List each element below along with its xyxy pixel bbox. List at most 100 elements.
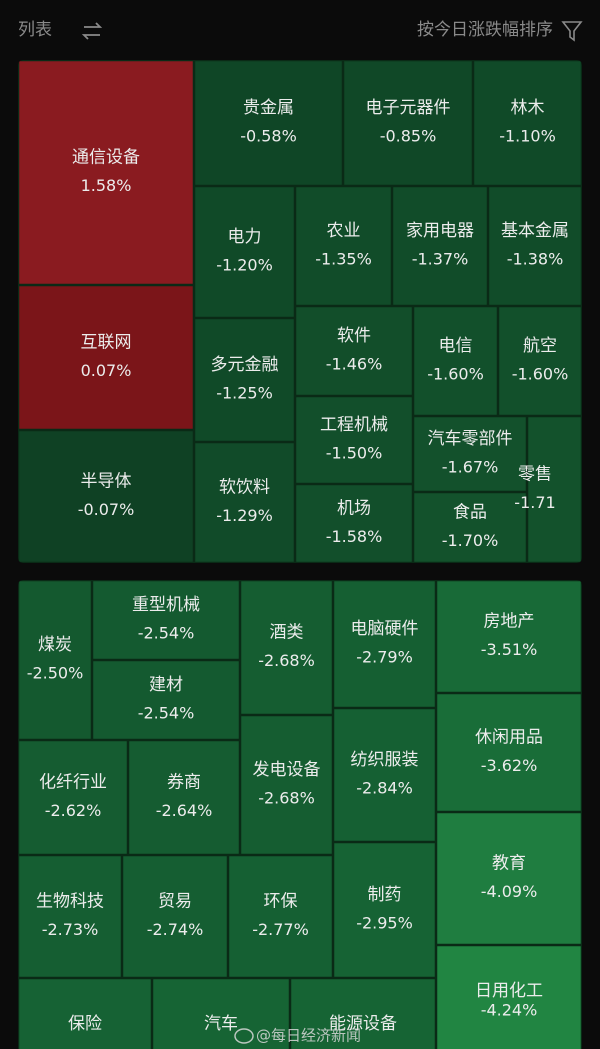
tile-change: 1.58% (81, 176, 132, 195)
tile (332, 580, 437, 709)
tile-name: 机场 (337, 499, 371, 519)
tile-name: 重型机械 (132, 595, 200, 615)
tile-change: -2.84% (356, 779, 413, 798)
tile-change: -1.20% (216, 256, 273, 275)
tile (18, 429, 195, 563)
tile-change: -1.70% (442, 531, 499, 550)
tile-name: 电子元器件 (366, 98, 451, 118)
tile-name: 软饮料 (219, 478, 270, 498)
tile-change: -1.37% (412, 250, 469, 269)
tile-name: 建材 (149, 675, 183, 695)
tile-change: -2.68% (258, 789, 315, 808)
tile (193, 317, 296, 443)
tile-name: 农业 (327, 221, 361, 241)
tile-name: 煤炭 (38, 635, 72, 655)
tile (332, 707, 437, 843)
tile (18, 60, 195, 286)
tile-name: 电力 (228, 227, 262, 247)
tile-name: 电信 (439, 336, 473, 356)
tile-name: 制药 (368, 885, 402, 905)
tile-change: -0.58% (240, 127, 297, 146)
tile (18, 580, 93, 741)
tile-name: 休闲用品 (475, 728, 543, 748)
tile-change: -0.07% (78, 500, 135, 519)
tile (435, 944, 582, 1049)
tile (193, 441, 296, 563)
bottom-panel: 煤炭 -2.50% 重型机械 -2.54% 建材 -2.54% 酒类 -2.68% 发电设备 -2… (18, 580, 582, 1049)
tile-change: -1.10% (499, 127, 556, 146)
tile-change: -3.62% (481, 756, 538, 775)
tile (497, 305, 582, 417)
tile-name: 日用化工 (475, 981, 543, 1001)
tile-change: -3.51% (481, 640, 538, 659)
tile-name: 酒类 (270, 623, 304, 643)
tile-change: -2.54% (138, 704, 195, 723)
tile-change: -2.74% (147, 920, 204, 939)
tile-name: 券商 (167, 773, 201, 793)
swap-icon[interactable] (81, 22, 103, 40)
tile-change: -0.85% (380, 127, 437, 146)
tile-change: -2.62% (45, 801, 102, 820)
tile-name: 航空 (523, 336, 557, 356)
tile-change: -1.46% (326, 355, 383, 374)
tile-change: -1.60% (427, 365, 484, 384)
tile-change: -1.71 (514, 493, 555, 512)
tile (91, 659, 241, 741)
tile (294, 395, 414, 485)
tile-change: -1.50% (326, 444, 383, 463)
watermark: @每日经济新闻 (234, 1027, 361, 1045)
tile-change: -2.95% (356, 914, 413, 933)
tile-name: 汽车零部件 (428, 429, 513, 449)
list-tab[interactable]: 列表 (18, 20, 52, 40)
tile (193, 60, 344, 187)
tile-name: 通信设备 (72, 148, 140, 168)
tile-change: -1.29% (216, 506, 273, 525)
tile-name: 环保 (264, 892, 298, 912)
tile (472, 60, 582, 187)
tile-change: -2.79% (356, 648, 413, 667)
tile-change: -4.09% (481, 882, 538, 901)
top-panel: 通信设备 1.58% 互联网 0.07% 半导体 -0.07% 贵金属 -0.58% 电子元器件… (18, 60, 582, 563)
tile (91, 580, 241, 661)
tile (294, 483, 414, 563)
tile (294, 185, 393, 307)
tile-change: -2.50% (27, 664, 84, 683)
tile (412, 305, 499, 417)
tile (391, 185, 489, 307)
tile-name: 家用电器 (406, 221, 474, 241)
tile (289, 977, 437, 1049)
tile-change: -2.68% (258, 651, 315, 670)
tile (193, 185, 296, 319)
tile-change: 0.07% (81, 361, 132, 380)
tile-change: -1.25% (216, 384, 273, 403)
tile-name: 贵金属 (243, 98, 294, 118)
tile-name: 半导体 (81, 472, 132, 492)
tile-name: 教育 (492, 854, 526, 874)
tile-name: 能源设备 (329, 1014, 397, 1034)
tile (18, 977, 153, 1049)
watermark-text: @每日经济新闻 (256, 1027, 361, 1045)
tile-change: -1.67% (442, 458, 499, 477)
tile-change: -2.77% (252, 920, 309, 939)
tile-name: 电脑硬件 (351, 619, 419, 639)
tile-name: 汽车 (204, 1014, 238, 1034)
tile-change: -2.73% (42, 920, 99, 939)
tile (526, 415, 582, 563)
tile-change: -2.64% (156, 801, 213, 820)
tile (435, 580, 582, 694)
tile-change: -1.60% (512, 365, 569, 384)
tile (487, 185, 582, 307)
sort-label[interactable]: 按今日涨跌幅排序 (417, 20, 553, 40)
tile (18, 739, 129, 856)
tile-change: -1.35% (315, 250, 372, 269)
tile-change: -2.54% (138, 624, 195, 643)
tile (412, 415, 528, 493)
tile-change: -1.38% (507, 250, 564, 269)
tile-name: 食品 (453, 503, 487, 523)
filter-icon[interactable] (561, 21, 583, 42)
tile-change: -1.58% (326, 527, 383, 546)
tile (18, 854, 123, 979)
tile (151, 977, 291, 1049)
tile-name: 房地产 (484, 612, 535, 632)
